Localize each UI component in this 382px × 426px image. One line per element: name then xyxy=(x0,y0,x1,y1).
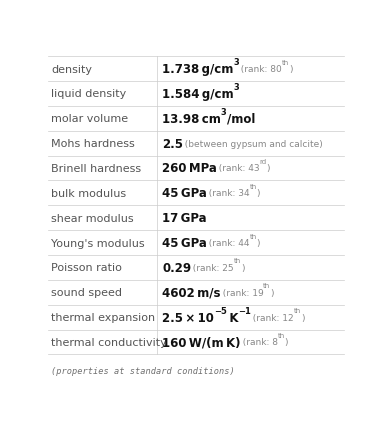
Text: th: th xyxy=(234,258,241,264)
Text: 1.738 g/cm: 1.738 g/cm xyxy=(162,63,233,76)
Text: 1.584 g/cm: 1.584 g/cm xyxy=(162,88,234,101)
Text: density: density xyxy=(51,64,92,75)
Text: (rank: 12: (rank: 12 xyxy=(251,313,294,322)
Text: 0.29: 0.29 xyxy=(162,261,191,274)
Text: 3: 3 xyxy=(221,108,227,117)
Text: th: th xyxy=(294,308,301,314)
Text: 260 MPa: 260 MPa xyxy=(162,162,217,175)
Text: −1: −1 xyxy=(238,306,251,315)
Text: Poisson ratio: Poisson ratio xyxy=(51,263,122,273)
Text: molar volume: molar volume xyxy=(51,114,128,124)
Text: (between gypsum and calcite): (between gypsum and calcite) xyxy=(183,139,323,148)
Text: th: th xyxy=(263,282,270,288)
Text: Mohs hardness: Mohs hardness xyxy=(51,139,135,149)
Text: (properties at standard conditions): (properties at standard conditions) xyxy=(51,366,235,375)
Text: 13.98 cm: 13.98 cm xyxy=(162,112,221,126)
Text: rd: rd xyxy=(259,158,267,164)
Text: ): ) xyxy=(289,65,293,74)
Text: 4602 m/s: 4602 m/s xyxy=(162,286,220,299)
Text: (rank: 43: (rank: 43 xyxy=(217,164,259,173)
Text: Brinell hardness: Brinell hardness xyxy=(51,164,141,173)
Text: (rank: 80: (rank: 80 xyxy=(239,65,282,74)
Text: ): ) xyxy=(257,189,260,198)
Text: K: K xyxy=(227,311,238,324)
Text: th: th xyxy=(278,332,285,338)
Text: 3: 3 xyxy=(233,58,239,67)
Text: ): ) xyxy=(241,263,244,272)
Text: th: th xyxy=(282,60,289,66)
Text: liquid density: liquid density xyxy=(51,89,126,99)
Text: −5: −5 xyxy=(214,306,227,315)
Text: (rank: 8: (rank: 8 xyxy=(241,338,278,347)
Text: ): ) xyxy=(270,288,274,297)
Text: 3: 3 xyxy=(234,83,240,92)
Text: bulk modulus: bulk modulus xyxy=(51,188,126,199)
Text: (rank: 44: (rank: 44 xyxy=(207,239,249,248)
Text: sound speed: sound speed xyxy=(51,288,122,297)
Text: 160 W/(m K): 160 W/(m K) xyxy=(162,336,241,348)
Text: ): ) xyxy=(301,313,304,322)
Text: 45 GPa: 45 GPa xyxy=(162,187,207,200)
Text: ): ) xyxy=(285,338,288,347)
Text: (rank: 19: (rank: 19 xyxy=(220,288,263,297)
Text: 17 GPa: 17 GPa xyxy=(162,212,207,225)
Text: thermal expansion: thermal expansion xyxy=(51,312,155,322)
Text: 2.5 × 10: 2.5 × 10 xyxy=(162,311,214,324)
Text: shear modulus: shear modulus xyxy=(51,213,134,223)
Text: th: th xyxy=(249,233,257,239)
Text: 45 GPa: 45 GPa xyxy=(162,236,207,250)
Text: /mol: /mol xyxy=(227,112,255,126)
Text: 2.5: 2.5 xyxy=(162,137,183,150)
Text: ): ) xyxy=(257,239,260,248)
Text: ): ) xyxy=(267,164,270,173)
Text: thermal conductivity: thermal conductivity xyxy=(51,337,167,347)
Text: th: th xyxy=(249,184,257,190)
Text: Young's modulus: Young's modulus xyxy=(51,238,145,248)
Text: (rank: 25: (rank: 25 xyxy=(191,263,234,272)
Text: (rank: 34: (rank: 34 xyxy=(207,189,249,198)
